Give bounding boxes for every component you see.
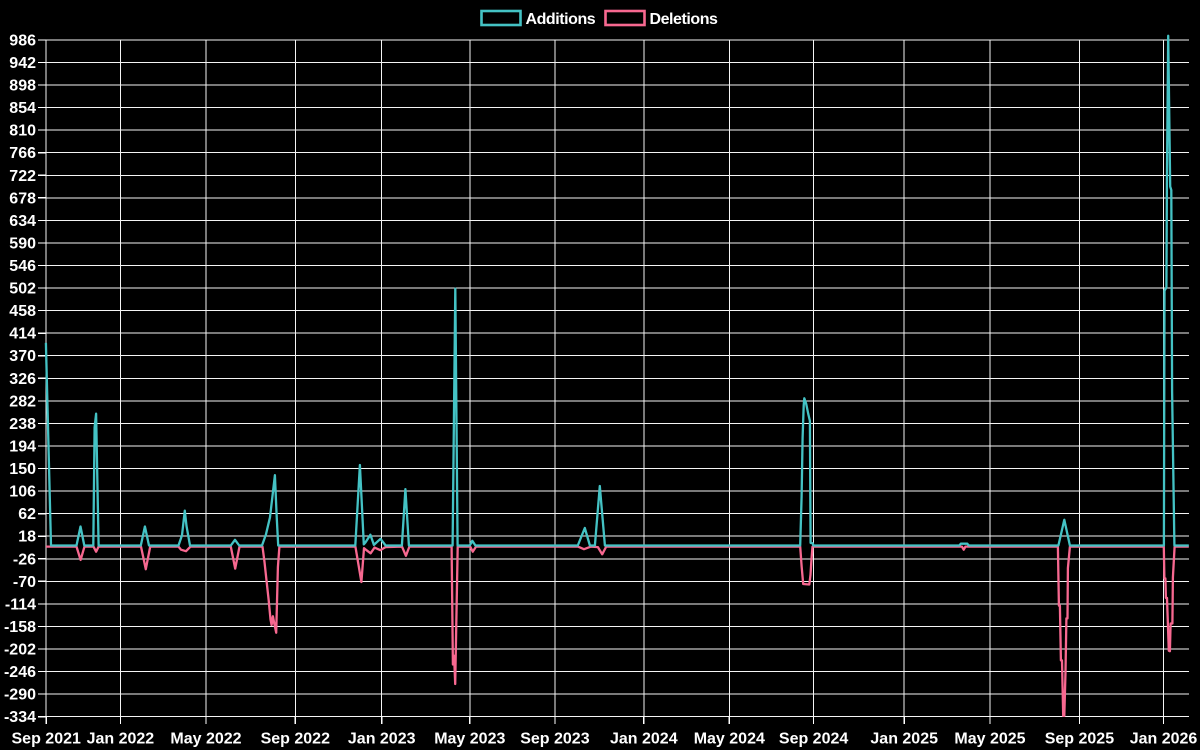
svg-text:282: 282: [9, 393, 36, 410]
svg-text:-70: -70: [13, 574, 36, 591]
svg-text:546: 546: [9, 258, 36, 275]
svg-text:986: 986: [9, 32, 36, 49]
svg-text:62: 62: [18, 506, 36, 523]
svg-text:Sep 2024: Sep 2024: [779, 731, 848, 748]
svg-text:May 2024: May 2024: [694, 731, 765, 748]
svg-text:326: 326: [9, 371, 36, 388]
svg-text:Jan 2023: Jan 2023: [348, 731, 416, 748]
svg-text:Sep 2025: Sep 2025: [1045, 731, 1114, 748]
svg-text:May 2025: May 2025: [954, 731, 1025, 748]
svg-text:Deletions: Deletions: [650, 11, 719, 28]
svg-text:May 2022: May 2022: [170, 731, 241, 748]
svg-text:Jan 2022: Jan 2022: [87, 731, 155, 748]
svg-text:-114: -114: [5, 596, 36, 613]
svg-text:150: 150: [9, 461, 36, 478]
svg-text:-158: -158: [4, 619, 36, 636]
svg-text:194: 194: [9, 439, 36, 456]
svg-text:-334: -334: [4, 709, 36, 726]
svg-text:414: 414: [9, 326, 36, 343]
svg-text:-202: -202: [4, 642, 36, 659]
svg-text:Sep 2021: Sep 2021: [12, 731, 81, 748]
svg-text:-246: -246: [4, 664, 36, 681]
svg-text:-290: -290: [4, 687, 36, 704]
svg-text:106: 106: [9, 484, 36, 501]
svg-text:Additions: Additions: [526, 11, 596, 28]
svg-text:370: 370: [9, 348, 36, 365]
svg-text:810: 810: [9, 123, 36, 140]
svg-text:Jan 2025: Jan 2025: [870, 731, 938, 748]
svg-text:766: 766: [9, 145, 36, 162]
svg-text:Sep 2022: Sep 2022: [261, 731, 330, 748]
svg-text:898: 898: [9, 78, 36, 95]
svg-text:238: 238: [9, 416, 36, 433]
svg-text:-26: -26: [13, 551, 36, 568]
svg-text:634: 634: [9, 213, 36, 230]
svg-text:Jan 2026: Jan 2026: [1130, 731, 1198, 748]
svg-text:May 2023: May 2023: [434, 731, 505, 748]
svg-text:502: 502: [9, 281, 36, 298]
svg-text:678: 678: [9, 190, 36, 207]
svg-text:590: 590: [9, 235, 36, 252]
svg-text:722: 722: [9, 168, 36, 185]
svg-text:942: 942: [9, 55, 36, 72]
svg-text:854: 854: [9, 100, 36, 117]
svg-text:Sep 2023: Sep 2023: [520, 731, 589, 748]
svg-text:Jan 2024: Jan 2024: [610, 731, 678, 748]
svg-text:458: 458: [9, 303, 36, 320]
svg-text:18: 18: [18, 529, 36, 546]
